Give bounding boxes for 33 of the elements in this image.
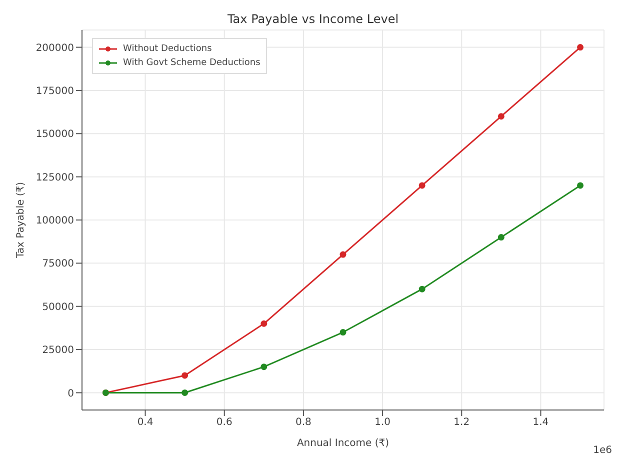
- y-tick-label: 100000: [36, 216, 74, 227]
- legend-label: Without Deductions: [123, 43, 212, 56]
- legend-label: With Govt Scheme Deductions: [123, 57, 260, 70]
- x-tick-label: 0.4: [137, 417, 154, 428]
- point: [418, 286, 426, 292]
- point: [577, 44, 584, 51]
- y-tick-label: 175000: [36, 86, 74, 98]
- x-tick-label: 0.6: [216, 417, 232, 428]
- x-tick-label: 1.4: [532, 417, 549, 428]
- y-tick-label: 0: [68, 388, 74, 400]
- x-tick-label: 1.2: [454, 417, 470, 428]
- point: [498, 113, 504, 120]
- point: [182, 372, 188, 379]
- y-axis-title: Tax Payable (₹): [16, 182, 27, 260]
- y-tick-label: 200000: [36, 42, 74, 54]
- point: [498, 234, 504, 241]
- x-axis-title: Annual Income (₹): [296, 438, 390, 449]
- point: [340, 251, 346, 258]
- point: [418, 182, 426, 189]
- point: [182, 389, 188, 396]
- chart-title: Tax Payable vs Income Level: [226, 12, 400, 26]
- point: [577, 182, 584, 189]
- text: 1e6: [593, 445, 612, 456]
- y-tick-label: 50000: [42, 302, 74, 313]
- point: [260, 320, 268, 327]
- point: [260, 364, 268, 370]
- point: [340, 329, 346, 336]
- y-tick-label: 150000: [36, 129, 74, 140]
- x-tick-label: 0.8: [296, 417, 312, 428]
- y-tick-label: 125000: [36, 172, 74, 184]
- y-tick-label: 75000: [42, 258, 74, 270]
- y-tick-label: 25000: [42, 345, 74, 356]
- x-tick-label: 1.0: [374, 417, 390, 428]
